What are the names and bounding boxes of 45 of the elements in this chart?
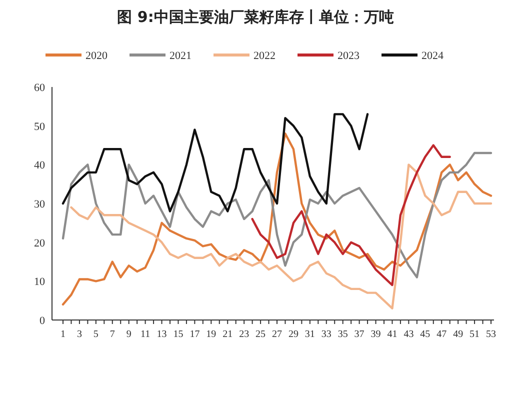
x-tick-label: 27: [272, 329, 282, 340]
line-series: [62, 132, 492, 306]
x-tick-label: 39: [370, 329, 381, 340]
x-tick-label: 25: [256, 329, 266, 340]
y-tick-label: 30: [34, 198, 46, 210]
x-tick-label: 49: [453, 329, 464, 340]
line-series: [251, 144, 451, 286]
x-tick-label: 41: [387, 329, 398, 340]
y-tick-label: 20: [34, 237, 46, 250]
x-tick-label: 5: [93, 329, 98, 340]
x-tick-label: 11: [140, 329, 150, 340]
y-tick-label: 60: [34, 82, 46, 94]
x-tick-label: 19: [206, 329, 216, 340]
legend-label: 2023: [338, 50, 360, 62]
x-tick-label: 47: [436, 329, 447, 340]
x-tick-label: 15: [173, 329, 184, 340]
legend-label: 2022: [254, 50, 276, 62]
x-tick-label: 1: [60, 329, 66, 340]
x-tick-label: 3: [76, 329, 82, 340]
x-tick-label: 53: [486, 329, 496, 340]
x-tick-label: 21: [222, 329, 233, 340]
legend-label: 2021: [170, 50, 192, 62]
x-tick-label: 9: [126, 329, 132, 340]
line-series: [62, 152, 492, 278]
x-tick-label: 51: [470, 329, 480, 340]
x-tick-label: 33: [321, 329, 332, 340]
x-tick-label: 29: [288, 329, 298, 340]
x-tick-label: 43: [404, 329, 414, 340]
legend-label: 2020: [86, 50, 108, 62]
y-tick-label: 40: [34, 160, 46, 172]
y-tick-label: 10: [34, 276, 46, 288]
x-tick-label: 13: [156, 329, 167, 340]
x-tick-label: 23: [239, 329, 250, 340]
x-tick-label: 37: [354, 329, 364, 340]
y-tick-label: 50: [34, 120, 46, 133]
chart-title: 图 9:中国主要油厂菜籽库存丨单位：万吨: [117, 8, 394, 26]
x-tick-label: 7: [110, 329, 115, 340]
legend-label: 2024: [422, 50, 444, 62]
y-tick-label: 0: [40, 315, 46, 327]
x-tick-label: 35: [338, 329, 348, 340]
x-tick-label: 45: [420, 329, 430, 340]
line-series: [62, 113, 369, 212]
x-tick-label: 31: [304, 329, 315, 340]
x-tick-label: 17: [190, 329, 200, 340]
line-series: [70, 164, 492, 310]
